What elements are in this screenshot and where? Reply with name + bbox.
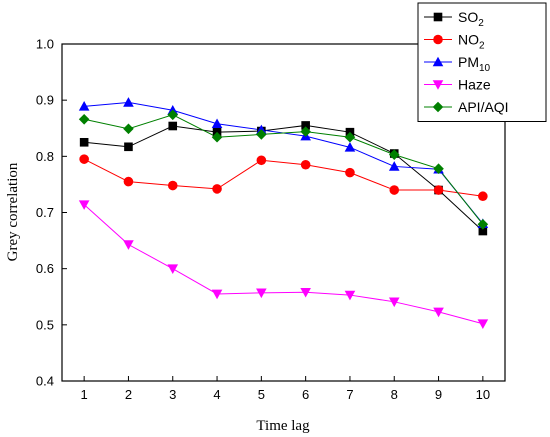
series-lines <box>83 101 484 325</box>
data-point-so2 <box>124 142 133 152</box>
y-tick-label: 0.8 <box>36 149 54 164</box>
x-tick-label: 6 <box>302 387 309 402</box>
x-tick-label: 4 <box>213 387 220 402</box>
data-point-no2 <box>212 184 222 194</box>
data-point-api-aqi <box>388 149 400 160</box>
data-point-api-aqi <box>211 131 223 143</box>
data-point-api-aqi <box>433 163 444 174</box>
data-point-no2 <box>345 167 355 178</box>
legend-label: Haze <box>458 77 491 93</box>
data-point-no2 <box>167 180 178 191</box>
x-tick-label: 7 <box>346 387 353 402</box>
legend-swatch-marker <box>432 80 444 90</box>
legend-entry-no2: NO2 <box>424 32 485 52</box>
x-tick-label: 2 <box>125 387 132 402</box>
y-axis-title: Grey correlation <box>5 162 21 261</box>
legend-label: API/AQI <box>458 99 509 115</box>
data-point-so2 <box>168 121 178 131</box>
x-axis-title: Time lag <box>256 418 310 434</box>
data-point-pm10 <box>78 101 90 111</box>
data-point-api-aqi <box>344 131 356 143</box>
x-tick-label: 5 <box>258 387 265 402</box>
legend-label: SO2 <box>458 9 484 29</box>
data-point-haze <box>256 288 267 299</box>
data-point-pm10 <box>211 118 223 129</box>
data-point-api-aqi <box>477 218 489 230</box>
series-points-so2 <box>79 121 488 236</box>
data-point-no2 <box>300 159 311 170</box>
data-point-api-aqi <box>300 126 311 137</box>
legend-entry-api-aqi: API/AQI <box>424 99 509 115</box>
data-point-api-aqi <box>256 129 267 140</box>
series-line-api-aqi <box>84 114 484 225</box>
y-tick-label: 0.7 <box>36 205 54 220</box>
data-point-haze <box>433 307 444 318</box>
x-tick-label: 10 <box>476 387 490 402</box>
series-points-api-aqi <box>78 109 489 230</box>
legend-swatch-marker <box>432 56 444 67</box>
data-point-pm10 <box>123 97 134 107</box>
series-markers <box>78 97 489 330</box>
y-tick-label: 0.4 <box>36 374 54 389</box>
series-points-haze <box>78 200 489 330</box>
data-point-so2 <box>79 137 89 147</box>
x-tick-label: 9 <box>435 387 442 402</box>
series-line-so2 <box>84 124 484 232</box>
x-tick-label: 8 <box>391 387 398 402</box>
series-line-haze <box>83 204 483 325</box>
data-point-no2 <box>79 154 89 164</box>
data-point-haze <box>123 240 134 250</box>
data-point-api-aqi <box>123 123 134 135</box>
data-point-haze <box>388 297 400 308</box>
legend-label: PM10 <box>458 54 491 74</box>
x-tick-label: 3 <box>169 387 176 402</box>
y-tick-label: 0.9 <box>36 93 54 108</box>
data-point-no2 <box>256 155 267 166</box>
data-point-api-aqi <box>78 113 90 125</box>
data-point-no2 <box>123 176 134 187</box>
legend-label: NO2 <box>458 32 485 52</box>
data-point-no2 <box>389 185 400 195</box>
series-points-no2 <box>79 154 488 202</box>
data-point-haze <box>211 289 223 300</box>
legend-swatch-marker <box>432 101 444 113</box>
y-tick-label: 1.0 <box>36 37 54 52</box>
data-point-pm10 <box>344 142 356 152</box>
legend-entry-haze: Haze <box>424 77 491 93</box>
series-line-no2 <box>83 158 483 197</box>
data-point-api-aqi <box>167 109 179 121</box>
data-point-haze <box>167 264 179 274</box>
data-point-no2 <box>433 185 444 195</box>
data-point-haze <box>344 290 356 301</box>
legend-swatch-marker <box>433 34 443 45</box>
data-point-so2 <box>301 121 310 130</box>
x-tick-label: 1 <box>81 387 88 402</box>
legend-entry-pm10: PM10 <box>424 54 491 74</box>
ticks: 1 2 3 4 5 6 7 8 9 10 0.4 0.5 0.6 0.7 0.8 0.9 1.0 <box>36 37 490 403</box>
data-point-pm10 <box>388 161 400 171</box>
data-point-haze <box>78 200 90 210</box>
legend-entry-so2: SO2 <box>424 9 484 29</box>
y-tick-label: 0.6 <box>36 261 54 276</box>
legend-swatch-marker <box>433 12 443 22</box>
y-tick-label: 0.5 <box>36 317 54 332</box>
data-point-so2 <box>478 226 488 236</box>
data-point-haze <box>477 319 489 330</box>
data-point-haze <box>300 287 311 298</box>
data-point-no2 <box>478 191 488 202</box>
